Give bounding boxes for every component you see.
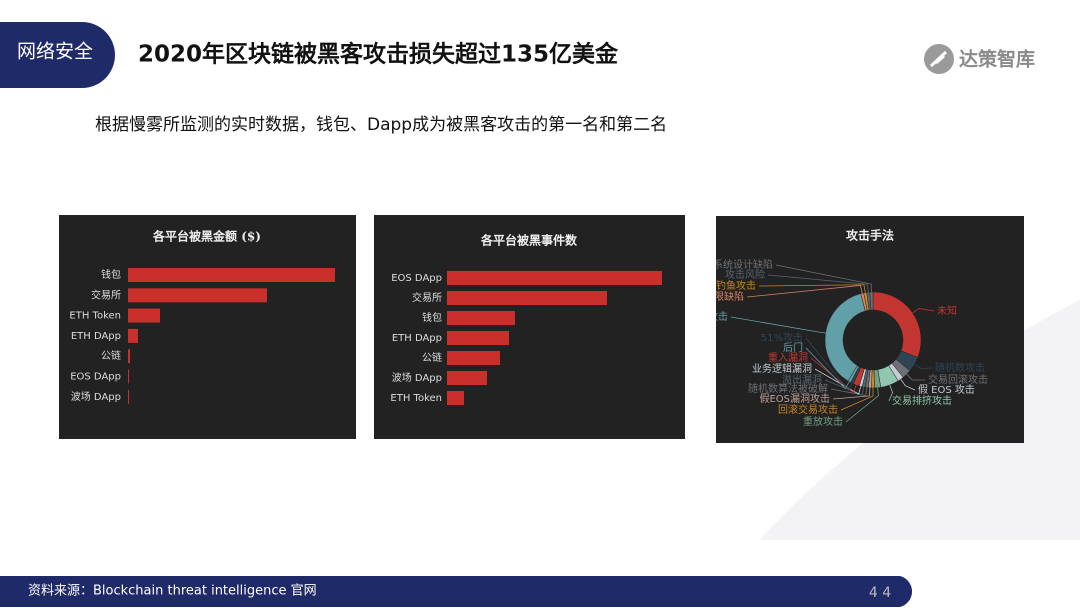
slice-label: 权限缺陷 bbox=[704, 290, 744, 303]
page-number: 4 4 bbox=[869, 585, 891, 601]
slice-label: 攻击风险 bbox=[725, 268, 765, 281]
y-tick-label: ETH DApp bbox=[392, 333, 442, 344]
slice-label: 漏洞攻击 bbox=[688, 310, 728, 323]
chart-title: 攻击手法 bbox=[846, 228, 894, 243]
leader-line bbox=[805, 337, 853, 392]
logo-mark bbox=[929, 50, 948, 68]
leader-line bbox=[810, 357, 857, 394]
footer-source: 资料来源：Blockchain threat intelligence 官网 bbox=[28, 583, 317, 599]
leader-line bbox=[830, 387, 868, 397]
slice-label: 假EOS漏洞攻击 bbox=[759, 392, 830, 405]
bar bbox=[447, 391, 464, 405]
y-tick-label: 波场 DApp bbox=[392, 371, 442, 384]
leader-line bbox=[730, 316, 826, 334]
slice-label: 未知 bbox=[937, 304, 957, 317]
slice-label: 钓鱼攻击 bbox=[716, 279, 756, 292]
slice-label: 交易回滚攻击 bbox=[928, 373, 988, 386]
leader-line bbox=[758, 284, 866, 293]
tag: 网络安全 bbox=[17, 41, 93, 63]
leader-line bbox=[775, 264, 872, 293]
bar bbox=[128, 369, 129, 384]
leader-line bbox=[912, 307, 935, 314]
y-tick-label: EOS DApp bbox=[391, 273, 442, 284]
bar bbox=[128, 389, 129, 404]
bar bbox=[128, 308, 160, 323]
panel bbox=[59, 215, 356, 439]
bar bbox=[447, 311, 515, 325]
pie-slice bbox=[869, 291, 874, 311]
y-tick-label: 交易所 bbox=[91, 288, 121, 301]
slice-label: 随机数算法被破解 bbox=[748, 382, 828, 395]
leader-line bbox=[845, 387, 879, 423]
y-tick-label: 公链 bbox=[101, 349, 121, 362]
bar bbox=[447, 331, 509, 345]
leader-line bbox=[746, 284, 863, 298]
leader-line bbox=[832, 387, 871, 400]
slice-label: 重放攻击 bbox=[803, 415, 843, 428]
slice-label: 重入漏洞 bbox=[768, 351, 808, 364]
tag-bg bbox=[0, 22, 115, 88]
slice-label: 假 EOS 攻击 bbox=[918, 383, 975, 396]
slice-label: 系统设计缺陷 bbox=[713, 258, 773, 271]
slice-label: 交易排挤攻击 bbox=[892, 394, 952, 407]
y-tick-label: 波场 DApp bbox=[71, 390, 121, 403]
panel bbox=[716, 216, 1024, 443]
subtitle: 根据慢雾所监测的实时数据，钱包、Dapp成为被黑客攻击的第一名和第二名 bbox=[95, 114, 667, 135]
title: 2020年区块链被黑客攻击损失超过135亿美金 bbox=[138, 41, 619, 68]
leader-line bbox=[814, 368, 862, 395]
y-tick-label: 交易所 bbox=[412, 291, 442, 304]
slice-label: 业务逻辑漏洞 bbox=[752, 362, 812, 375]
leader-line bbox=[888, 384, 893, 402]
leader-line bbox=[840, 388, 874, 411]
leader-line bbox=[824, 379, 865, 396]
chart-title: 各平台被黑金额 ($) bbox=[152, 229, 261, 244]
slice-label: 回滚交易攻击 bbox=[778, 403, 838, 416]
leader-line bbox=[906, 373, 926, 381]
bar bbox=[128, 349, 130, 364]
slice-label: 后门 bbox=[783, 341, 803, 354]
y-tick-label: ETH Token bbox=[69, 311, 121, 322]
bar bbox=[128, 288, 267, 303]
bar bbox=[128, 268, 335, 282]
bar bbox=[447, 371, 487, 385]
slice-label: 溢出漏洞 bbox=[782, 373, 822, 386]
slice-label: 51%攻击 bbox=[761, 331, 803, 344]
y-tick-label: EOS DApp bbox=[70, 372, 121, 383]
slice-label: 随机数攻击 bbox=[935, 361, 985, 374]
y-tick-label: 钱包 bbox=[101, 268, 121, 281]
footer-bg bbox=[0, 576, 913, 607]
y-tick-label: ETH DApp bbox=[71, 331, 121, 342]
y-tick-label: ETH Token bbox=[390, 393, 442, 404]
leader-line bbox=[914, 364, 933, 369]
bar bbox=[128, 328, 138, 343]
leader-line bbox=[767, 274, 869, 293]
bar bbox=[447, 271, 662, 285]
leader-line bbox=[900, 378, 916, 391]
bar bbox=[447, 351, 500, 365]
leader-line bbox=[805, 347, 850, 390]
bar bbox=[447, 291, 607, 305]
y-tick-label: 钱包 bbox=[422, 311, 442, 324]
chart-title: 各平台被黑事件数 bbox=[480, 233, 578, 248]
logo: 达策智库 bbox=[959, 48, 1035, 71]
y-tick-label: 公链 bbox=[422, 351, 442, 364]
panel bbox=[374, 215, 685, 439]
